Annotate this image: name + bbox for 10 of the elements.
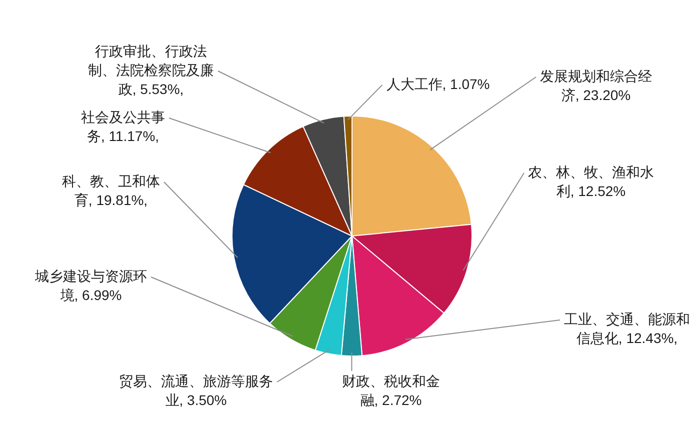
- slice-label: 人大工作, 1.07%: [385, 75, 491, 94]
- slice-label: 工业、交通、能源和信息化, 12.43%,: [563, 310, 691, 348]
- slice-label: 行政审批、行政法制、法院检察院及廉政, 5.53%,: [87, 42, 215, 99]
- slice-label: 发展规划和综合经济, 23.20%: [539, 67, 653, 105]
- slice-label: 财政、税收和金融, 2.72%: [341, 372, 441, 410]
- slice-label: 城乡建设与资源环境, 6.99%: [34, 267, 148, 305]
- slice-label: 科、教、卫和体育, 19.81%,: [61, 172, 161, 210]
- slice-label: 农、林、牧、渔和水利, 12.52%: [527, 163, 655, 201]
- slice-label: 贸易、流通、旅游等服务业, 3.50%: [118, 372, 274, 410]
- slice-label: 社会及公共事务, 11.17%,: [80, 108, 166, 146]
